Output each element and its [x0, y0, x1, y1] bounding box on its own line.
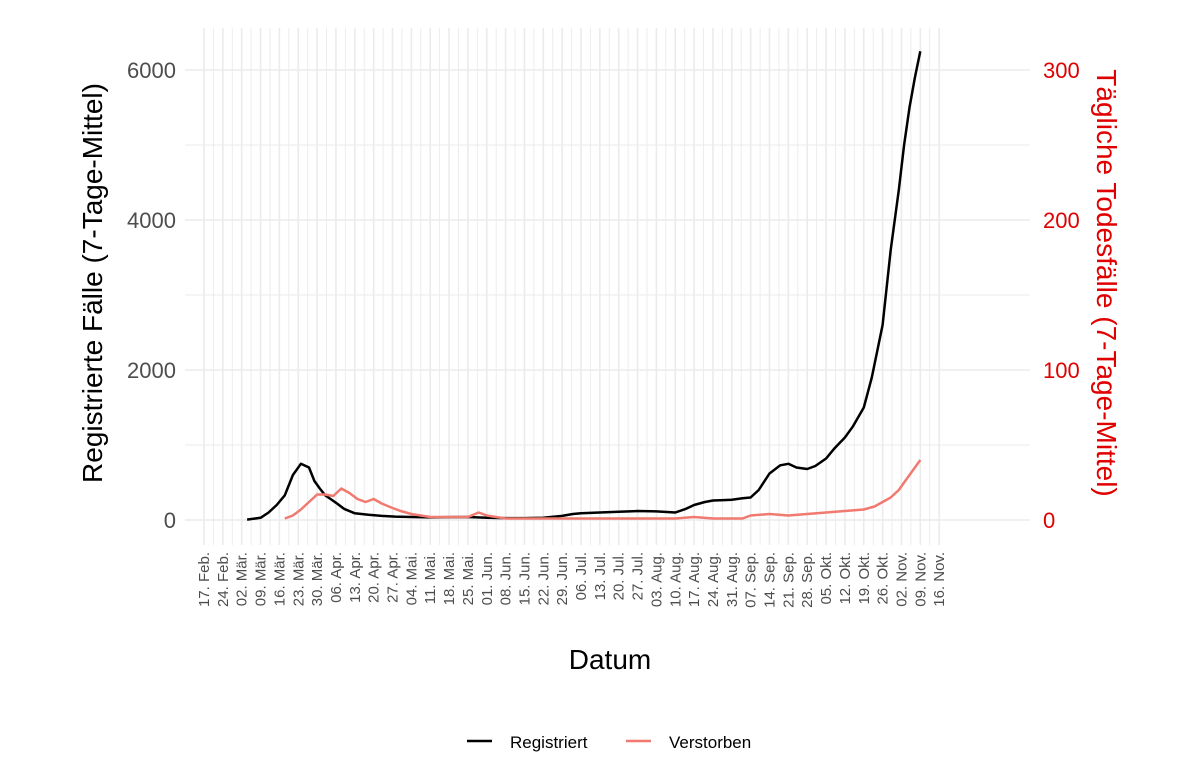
x-tick-label: 26. Okt. — [875, 552, 892, 605]
x-tick-label: 02. Mär. — [234, 552, 251, 606]
x-tick-label: 02. Nov. — [893, 552, 910, 607]
y-tick-label-left: 0 — [164, 508, 176, 533]
x-tick-label: 14. Sep. — [762, 552, 779, 608]
x-axis-title: Datum — [569, 644, 651, 675]
y-tick-label-left: 2000 — [127, 358, 176, 383]
x-tick-label: 06. Jul. — [573, 552, 590, 600]
legend-label-verstorben: Verstorben — [669, 733, 751, 752]
y-tick-label-right: 300 — [1043, 58, 1080, 83]
legend-label-registriert: Registriert — [510, 733, 588, 752]
x-tick-label: 19. Okt. — [856, 552, 873, 605]
x-tick-label: 13. Jul. — [592, 552, 609, 600]
x-tick-label: 10. Aug. — [667, 552, 684, 607]
x-tick-label: 27. Apr. — [385, 552, 402, 603]
y-axis-title-right: Tägliche Todesfälle (7-Tage-Mittel) — [1091, 69, 1122, 496]
x-tick-label: 18. Mai. — [441, 552, 458, 605]
grid-lines — [185, 28, 1030, 545]
x-tick-label: 23. Mär. — [290, 552, 307, 606]
x-tick-label: 21. Sep. — [780, 552, 797, 608]
x-tick-label: 09. Mär. — [253, 552, 270, 606]
x-tick-label: 27. Jul. — [630, 552, 647, 600]
series-line-registriert — [246, 51, 922, 521]
x-tick-label: 11. Mai. — [422, 552, 439, 604]
x-tick-label: 16. Nov. — [931, 552, 948, 607]
y-tick-label-left: 6000 — [127, 58, 176, 83]
x-tick-label: 08. Jun. — [498, 552, 515, 605]
y-tick-label-right: 200 — [1043, 208, 1080, 233]
y-tick-label-right: 100 — [1043, 358, 1080, 383]
x-tick-label: 31. Aug. — [724, 552, 741, 607]
x-tick-label: 29. Jun. — [554, 552, 571, 605]
x-tick-label: 28. Sep. — [799, 552, 816, 608]
y-tick-label-right: 0 — [1043, 508, 1055, 533]
x-tick-label: 15. Jun. — [516, 552, 533, 605]
x-tick-label: 03. Aug. — [648, 552, 665, 607]
x-tick-label: 12. Okt. — [837, 552, 854, 605]
x-tick-label: 20. Jul. — [611, 552, 628, 600]
x-tick-label: 01. Jun. — [479, 552, 496, 605]
x-tick-label: 24. Feb. — [215, 552, 232, 607]
x-tick-label: 24. Aug. — [705, 552, 722, 607]
x-tick-label: 13. Apr. — [347, 552, 364, 603]
x-tick-label: 06. Apr. — [328, 552, 345, 603]
y-axis-title-left: Registrierte Fälle (7-Tage-Mittel) — [77, 83, 108, 483]
x-tick-label: 07. Sep. — [743, 552, 760, 608]
y-tick-label-left: 4000 — [127, 208, 176, 233]
x-tick-label: 22. Jun. — [535, 552, 552, 605]
x-tick-label: 04. Mai. — [403, 552, 420, 605]
x-tick-label: 25. Mai. — [460, 552, 477, 605]
x-tick-label: 09. Nov. — [912, 552, 929, 607]
series-line-verstorben — [284, 459, 922, 520]
series-lines — [246, 51, 922, 521]
x-tick-label: 20. Apr. — [366, 552, 383, 603]
x-tick-label: 05. Okt. — [818, 552, 835, 605]
x-tick-label: 17. Aug. — [686, 552, 703, 607]
x-tick-label: 30. Mär. — [309, 552, 326, 606]
x-tick-label: 16. Mär. — [271, 552, 288, 606]
x-tick-label: 17. Feb. — [196, 552, 213, 607]
legend: Registriert Verstorben — [467, 733, 751, 752]
